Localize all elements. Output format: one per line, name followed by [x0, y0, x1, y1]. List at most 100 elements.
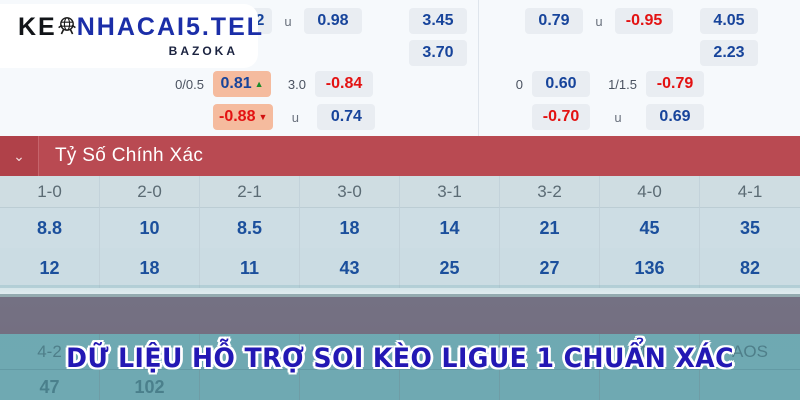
odds-label-left-top-u: u [284, 13, 292, 29]
trend-up-icon: ▲ [254, 79, 264, 89]
odds-cell-right-total-under[interactable]: 0.69 [646, 104, 704, 130]
section-header-band-overlayed [0, 297, 800, 334]
odds-cell-right-tail-1[interactable]: 4.05 [700, 8, 758, 34]
section-title: Tỷ Số Chính Xác [55, 145, 204, 166]
table-header-row: 4-2 4-3 4-4 AOS [0, 334, 800, 370]
odds-value-cell[interactable] [600, 370, 700, 400]
odds-row-right-handicap: 0 0.60 1/1.5 -0.79 [505, 71, 704, 97]
odds-value-cell[interactable]: 10 [100, 208, 200, 248]
odds-value-cell[interactable]: 27 [500, 248, 600, 288]
odds-row-left-handicap: 0/0.5 0.81 ▲ 3.0 -0.84 [156, 71, 373, 97]
odds-row-right-handicap-away: -0.70 u 0.69 [505, 104, 704, 130]
odds-row-right-tail1: 4.05 [700, 8, 758, 34]
odds-cell-right-tail-2[interactable]: 2.23 [700, 40, 758, 66]
table-header-cell [300, 334, 400, 370]
odds-value-cell[interactable]: 35 [700, 208, 800, 248]
odds-value-left-handicap-home: 0.81 [220, 75, 252, 93]
logo-text-dark: KE [18, 12, 57, 41]
odds-row-left-tail1: 3.45 [409, 8, 467, 34]
odds-cell-right-handicap-away[interactable]: -0.70 [532, 104, 590, 130]
odds-row-right-tail2: 2.23 [700, 40, 758, 66]
banner-caption: DỮ LIỆU HỖ TRỢ SOI KÈO LIGUE 1 CHUẨN XÁC [0, 336, 800, 380]
odds-label-right-under-u: u [614, 109, 622, 125]
odds-label-right-total: 1/1.5 [608, 76, 637, 92]
odds-label-left-under-u: u [291, 109, 299, 125]
odds-value-cell[interactable] [700, 370, 800, 400]
odds-cell-left-total-under[interactable]: 0.74 [317, 104, 376, 130]
odds-cell-right-top-u-value[interactable]: -0.95 [615, 8, 673, 34]
odds-cell-left-tail-1[interactable]: 3.45 [409, 8, 467, 34]
odds-cell-left-total-over[interactable]: -0.84 [315, 71, 373, 97]
header-divider [38, 136, 39, 176]
odds-cell-left-top-u-value[interactable]: 0.98 [304, 8, 362, 34]
odds-label-left-total: 3.0 [287, 76, 306, 92]
odds-value-cell[interactable] [200, 370, 300, 400]
correct-score-table-lower: 4-2 4-3 4-4 AOS 47 102 [0, 334, 800, 400]
odds-value-cell[interactable]: 102 [100, 370, 200, 400]
table-header-cell: 1-0 [0, 176, 100, 208]
odds-value-cell[interactable]: 43 [300, 248, 400, 288]
logo-wordmark: KE NHACAI5.TEL [18, 12, 262, 41]
table-header-cell: 4-0 [600, 176, 700, 208]
table-header-row: 1-0 2-0 2-1 3-0 3-1 3-2 4-0 4-1 [0, 176, 800, 208]
odds-cell-left-handicap-away[interactable]: -0.88 ▼ [213, 104, 274, 130]
table-row: 8.8 10 8.5 18 14 21 45 35 [0, 208, 800, 248]
site-logo: KE NHACAI5.TEL BAZOKA [0, 4, 262, 68]
odds-cell-right-total-over[interactable]: -0.79 [646, 71, 704, 97]
table-header-cell: 4-3 [100, 334, 200, 370]
odds-value-cell[interactable] [400, 370, 500, 400]
odds-group-divider [478, 0, 479, 136]
odds-value-cell[interactable]: 82 [700, 248, 800, 288]
odds-row-left-top: 2 u 0.98 [248, 8, 362, 34]
table-header-cell [400, 334, 500, 370]
odds-value-cell[interactable]: 45 [600, 208, 700, 248]
correct-score-table: 1-0 2-0 2-1 3-0 3-1 3-2 4-0 4-1 8.8 10 8… [0, 176, 800, 288]
odds-value-cell[interactable]: 11 [200, 248, 300, 288]
odds-value-cell[interactable]: 14 [400, 208, 500, 248]
odds-cell-left-handicap-home[interactable]: 0.81 ▲ [213, 71, 271, 97]
banner-text: DỮ LIỆU HỖ TRỢ SOI KÈO LIGUE 1 CHUẨN XÁC [66, 342, 734, 374]
logo-subtitle: BAZOKA [168, 43, 238, 58]
odds-value-cell[interactable]: 47 [0, 370, 100, 400]
trend-down-icon: ▼ [258, 112, 268, 122]
odds-cell-right-handicap-home[interactable]: 0.60 [532, 71, 590, 97]
odds-value-cell[interactable]: 18 [300, 208, 400, 248]
odds-value-cell[interactable]: 18 [100, 248, 200, 288]
odds-value-cell[interactable]: 21 [500, 208, 600, 248]
chevron-down-icon[interactable]: ⌄ [0, 136, 38, 176]
table-row: 47 102 [0, 370, 800, 400]
odds-value-cell[interactable] [300, 370, 400, 400]
odds-label-left-handicap: 0/0.5 [175, 76, 204, 92]
odds-value-cell[interactable]: 25 [400, 248, 500, 288]
odds-value-cell[interactable]: 136 [600, 248, 700, 288]
table-header-cell: 4-2 [0, 334, 100, 370]
table-header-cell: 2-0 [100, 176, 200, 208]
table-header-cell: 4-4 [600, 334, 700, 370]
odds-cell-right-top-value[interactable]: 0.79 [525, 8, 583, 34]
band-top-edge [0, 294, 800, 297]
odds-panel: 2 u 0.98 3.45 3.70 0.79 u -0.95 4.05 2.2… [0, 0, 800, 136]
logo-text-blue: NHACAI5.TEL [76, 12, 265, 41]
table-header-cell: AOS [700, 334, 800, 370]
odds-cell-left-tail-2[interactable]: 3.70 [409, 40, 467, 66]
table-header-cell [200, 334, 300, 370]
odds-value-cell[interactable]: 12 [0, 248, 100, 288]
section-header-ty-so-chinh-xac[interactable]: ⌄ Tỷ Số Chính Xác [0, 136, 800, 176]
odds-label-right-handicap: 0 [515, 76, 523, 92]
odds-row-left-tail2: 3.70 [409, 40, 467, 66]
odds-value-left-handicap-away: -0.88 [219, 108, 256, 126]
globe-mascot-icon [55, 15, 79, 39]
table-header-cell: 3-1 [400, 176, 500, 208]
table-row: 12 18 11 43 25 27 136 82 [0, 248, 800, 288]
table-header-cell [500, 334, 600, 370]
odds-value-cell[interactable]: 8.5 [200, 208, 300, 248]
odds-value-cell[interactable]: 8.8 [0, 208, 100, 248]
odds-row-right-top: 0.79 u -0.95 [525, 8, 673, 34]
table-header-cell: 4-1 [700, 176, 800, 208]
table-header-cell: 3-0 [300, 176, 400, 208]
odds-value-cell[interactable] [500, 370, 600, 400]
table-header-cell: 2-1 [200, 176, 300, 208]
odds-row-left-handicap-away: -0.88 ▼ u 0.74 [156, 104, 376, 130]
table-header-cell: 3-2 [500, 176, 600, 208]
